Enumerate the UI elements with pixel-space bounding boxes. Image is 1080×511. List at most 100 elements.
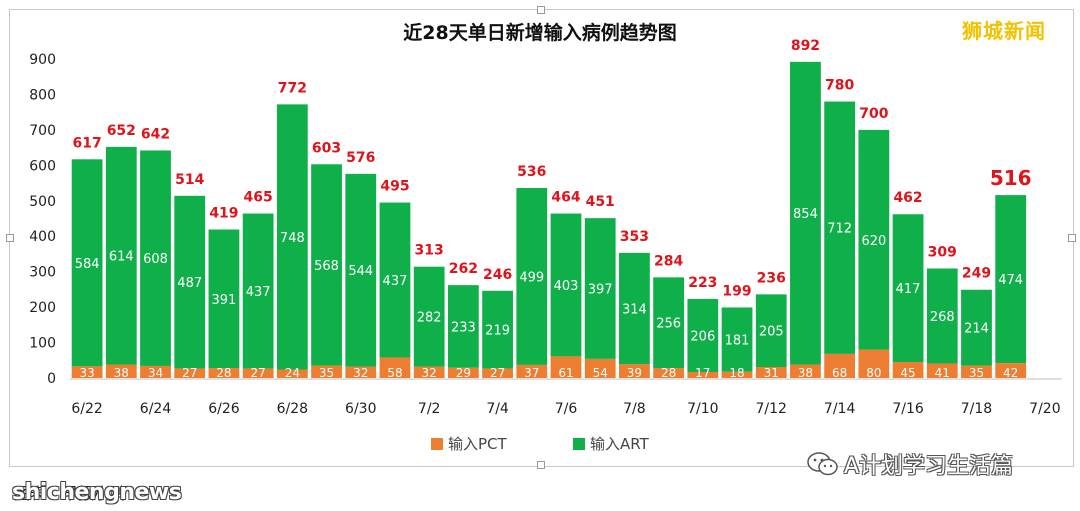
- bar-pct: [379, 357, 411, 378]
- data-label-total: 249: [962, 266, 991, 282]
- data-label-total: 262: [449, 261, 478, 277]
- y-tick-label: 800: [29, 87, 56, 103]
- legend-label-art: 输入ART: [590, 435, 650, 453]
- bar-art: [208, 229, 240, 369]
- data-label-art: 608: [143, 252, 168, 267]
- data-label-pct: 45: [900, 366, 915, 380]
- data-label-art: 314: [622, 303, 647, 318]
- data-label-art: 205: [759, 325, 784, 340]
- resize-handle-bottom[interactable]: [537, 461, 545, 469]
- data-label-total: 772: [278, 80, 307, 96]
- bar-pct: [892, 362, 924, 378]
- data-label-art: 712: [827, 222, 852, 237]
- data-label-total: 495: [380, 179, 409, 195]
- bar-art: [790, 61, 821, 365]
- bar-pct: [105, 364, 137, 378]
- bar-pct: [824, 353, 856, 378]
- bar-pct: [140, 365, 171, 378]
- data-label-pct: 41: [935, 366, 950, 380]
- y-axis: 0 100 200 300 400 500 600 700 800 900: [29, 52, 1062, 387]
- data-label-total: 462: [893, 190, 922, 206]
- x-tick-label: 7/2: [418, 401, 441, 417]
- data-label-pct: 32: [422, 366, 437, 380]
- data-label-pct: 38: [798, 366, 813, 380]
- data-label-pct: 24: [285, 366, 300, 380]
- data-label-total: 603: [312, 140, 341, 156]
- bar-pct: [174, 368, 206, 378]
- data-label-art: 219: [485, 324, 510, 339]
- data-label-pct: 27: [182, 366, 197, 380]
- data-label-pct: 29: [456, 366, 471, 380]
- bar-pct: [550, 356, 582, 378]
- data-label-pct: 32: [353, 366, 368, 380]
- data-label-total: 617: [72, 135, 101, 151]
- y-tick-label: 900: [29, 52, 56, 68]
- data-label-pct: 33: [79, 366, 94, 380]
- data-label-pct: 28: [216, 366, 231, 380]
- bar-pct: [687, 371, 719, 378]
- data-label-art: 397: [588, 283, 613, 298]
- wechat-icon: [807, 452, 838, 476]
- bar-pct: [276, 369, 308, 378]
- y-tick-label: 400: [29, 229, 56, 245]
- bar-art: [345, 173, 377, 367]
- data-label-art: 391: [212, 293, 237, 308]
- data-label-art: 437: [383, 274, 408, 289]
- bar-art: [276, 104, 308, 370]
- data-label-pct: 28: [661, 366, 676, 380]
- bar-art: [995, 195, 1027, 364]
- bar-art: [653, 277, 685, 369]
- bar-pct: [755, 367, 787, 378]
- bar-art: [379, 202, 411, 358]
- data-label-total: 652: [107, 123, 136, 139]
- data-label-art: 214: [964, 322, 989, 337]
- data-label-art: 282: [417, 311, 442, 326]
- data-label-total: 514: [175, 172, 204, 188]
- data-label-total: 700: [859, 106, 888, 122]
- bar-art: [961, 289, 992, 366]
- data-label-pct: 37: [524, 366, 539, 380]
- y-tick-label: 0: [47, 371, 56, 387]
- caption-area: 图表：早报小鹏 shichengnews: [12, 476, 212, 508]
- x-tick-label: 6/30: [345, 401, 376, 417]
- bar-pct: [584, 358, 616, 378]
- data-label-total: 309: [928, 244, 957, 260]
- bar-pct: [71, 366, 103, 378]
- data-label-total: 642: [141, 126, 170, 142]
- data-label-total: 892: [791, 38, 820, 54]
- data-label-pct: 27: [250, 366, 265, 380]
- legend: 输入PCT 输入ART: [431, 435, 650, 453]
- legend-swatch-pct: [431, 438, 443, 450]
- bar-pct: [311, 365, 342, 378]
- bar-art: [482, 290, 513, 369]
- data-label-art: 487: [177, 276, 202, 291]
- data-label-pct: 35: [319, 366, 334, 380]
- x-tick-label: 6/24: [140, 401, 172, 417]
- bar-pct: [858, 349, 890, 378]
- resize-handle-top[interactable]: [537, 6, 545, 14]
- y-tick-label: 500: [29, 194, 56, 210]
- data-label-art: 233: [451, 320, 476, 335]
- data-label-art: 403: [554, 279, 579, 294]
- resize-handle-right[interactable]: [1068, 234, 1076, 242]
- data-label-art: 256: [656, 317, 681, 332]
- bar-art: [105, 146, 137, 365]
- data-label-pct: 35: [969, 366, 984, 380]
- bar-pct: [721, 371, 753, 378]
- bar-art: [926, 268, 958, 364]
- x-axis: 6/22 6/24 6/26 6/28 6/30 7/2 7/4 7/6 7/8 7/10 7/12…: [71, 401, 1060, 417]
- x-tick-label: 6/22: [71, 401, 102, 417]
- data-label-total: 451: [586, 194, 615, 210]
- y-tick-label: 600: [29, 158, 56, 174]
- bar-art: [311, 164, 342, 366]
- legend-swatch-art: [573, 438, 585, 450]
- data-label-total: 284: [654, 253, 683, 269]
- bar-art: [516, 188, 548, 365]
- resize-handle-left[interactable]: [6, 234, 14, 242]
- data-label-total: 576: [346, 150, 375, 166]
- site-watermark: shichengnews: [12, 480, 182, 505]
- data-label-art: 620: [861, 234, 886, 249]
- bar-art: [550, 213, 582, 357]
- data-label-total: 353: [620, 229, 649, 245]
